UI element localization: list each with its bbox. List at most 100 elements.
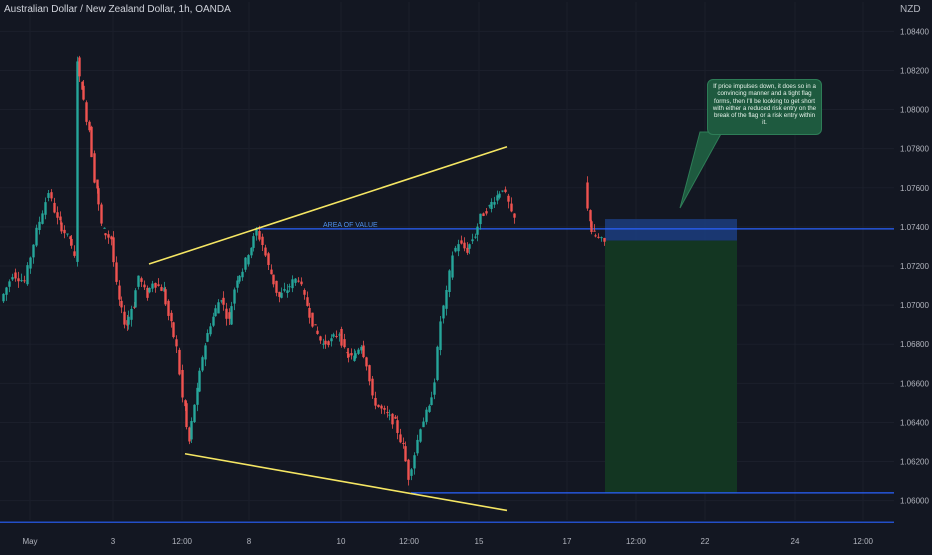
candle-body: [78, 57, 81, 77]
candle-body: [590, 221, 593, 232]
candle: [100, 202, 103, 227]
candle-body: [214, 308, 217, 317]
candle: [439, 315, 442, 356]
candle-body: [448, 270, 451, 292]
candle-body: [181, 369, 184, 398]
candle: [104, 233, 107, 240]
candle: [593, 224, 596, 232]
candle-body: [204, 345, 207, 360]
candle-body: [308, 307, 311, 318]
candle: [430, 391, 433, 406]
candle: [198, 367, 201, 393]
candle: [386, 405, 389, 418]
candle: [468, 243, 471, 255]
candle-body: [154, 282, 157, 288]
candle-body: [250, 247, 253, 256]
candle: [493, 196, 496, 209]
candle: [371, 375, 374, 399]
candle-body: [134, 290, 137, 308]
candle: [41, 210, 44, 225]
candle: [507, 193, 510, 209]
candle: [188, 426, 191, 445]
candle-body: [23, 280, 26, 282]
price-tick-label: 1.07000: [900, 301, 929, 310]
time-tick-label: 12:00: [626, 537, 647, 546]
candle-body: [343, 339, 346, 348]
time-tick-label: 8: [247, 537, 252, 546]
candle-body: [445, 290, 448, 309]
candle-body: [394, 416, 397, 419]
candle: [204, 343, 207, 367]
candle: [130, 305, 133, 327]
time-tick-label: 22: [701, 537, 710, 546]
candle: [50, 189, 53, 202]
candle-body: [386, 412, 389, 414]
candle-body: [63, 229, 66, 234]
candle-body: [457, 244, 460, 252]
candle: [311, 312, 314, 328]
candle-body: [47, 193, 50, 198]
candle-body: [8, 281, 11, 287]
candle: [603, 237, 606, 246]
candle-body: [327, 341, 330, 346]
time-tick-label: 17: [563, 537, 572, 546]
candle: [146, 285, 149, 301]
price-tick-label: 1.07200: [900, 262, 929, 271]
reward-box: [605, 240, 737, 493]
candle: [264, 244, 267, 258]
candle-body: [330, 338, 333, 342]
candle-body: [272, 274, 275, 285]
candle-body: [416, 439, 419, 454]
candle-body: [490, 201, 493, 209]
candle-body: [127, 316, 130, 325]
candle: [306, 291, 309, 307]
candle-body: [258, 231, 261, 240]
candle-body: [209, 326, 212, 335]
candle-body: [347, 353, 350, 358]
time-tick-label: May: [22, 537, 37, 546]
candle: [73, 245, 76, 258]
candle-body: [451, 255, 454, 278]
candle: [167, 299, 170, 321]
note-callout[interactable]: If price impulses down, it does so in a …: [707, 79, 822, 135]
candle-body: [496, 195, 499, 201]
candle-body: [193, 404, 196, 423]
candle-body: [66, 233, 69, 235]
candle-body: [454, 247, 457, 252]
candle-body: [188, 427, 191, 442]
candle-body: [365, 357, 368, 367]
candle-body: [428, 405, 431, 412]
callout-pointer: [679, 131, 723, 209]
candle: [365, 356, 368, 371]
candle-body: [112, 237, 115, 263]
time-tick-label: 15: [475, 537, 484, 546]
candle-body: [175, 339, 178, 347]
candle-body: [354, 353, 357, 359]
candle-body: [241, 271, 244, 278]
candle-body: [439, 321, 442, 351]
candle-body: [56, 212, 59, 218]
price-tick-label: 1.07800: [900, 145, 929, 154]
candle: [436, 345, 439, 382]
candle-body: [107, 234, 110, 238]
candle: [206, 329, 209, 343]
candle: [350, 348, 353, 360]
candle: [120, 296, 123, 314]
candle-body: [368, 365, 371, 382]
candle-body: [59, 216, 62, 221]
candle-body: [353, 355, 356, 361]
candle-body: [460, 240, 463, 244]
candle: [230, 301, 233, 325]
candle: [14, 268, 17, 282]
candle: [233, 287, 236, 311]
candle-body: [482, 213, 485, 216]
candle: [324, 334, 327, 349]
candle-body: [170, 312, 173, 322]
candle: [451, 251, 454, 280]
candle: [360, 344, 363, 354]
candle-body: [44, 202, 47, 215]
candle-body: [148, 287, 151, 293]
area-of-value-label[interactable]: AREA OF VALUE: [323, 222, 378, 229]
